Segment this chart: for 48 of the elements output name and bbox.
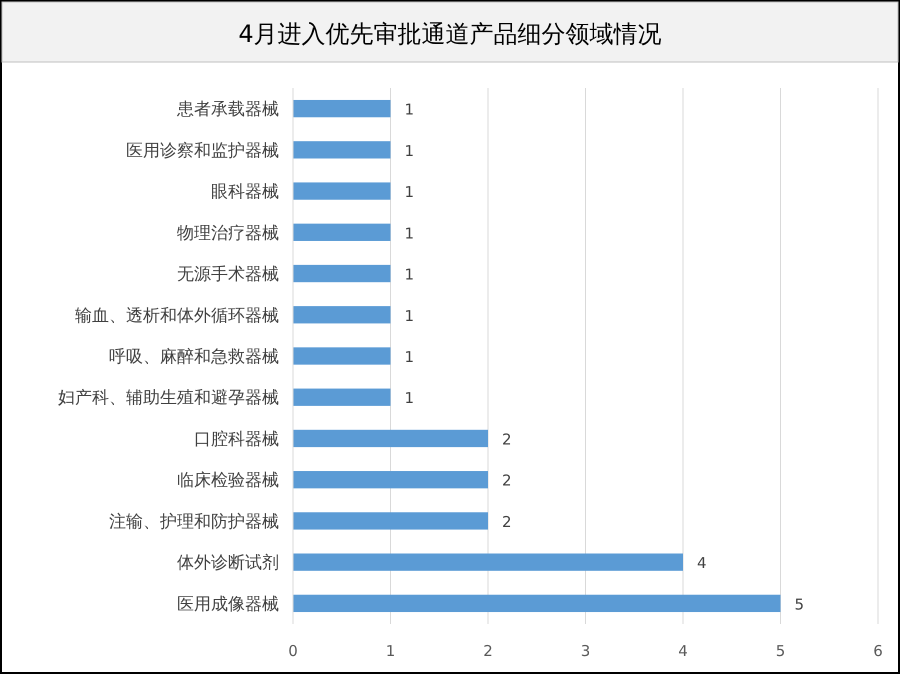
data-label: 1 xyxy=(404,266,414,284)
bar xyxy=(293,264,390,282)
x-tick-label: 1 xyxy=(386,642,396,660)
y-tick-label: 物理治疗器械 xyxy=(177,223,279,244)
y-tick-label: 患者承载器械 xyxy=(176,100,279,120)
bar xyxy=(293,430,488,448)
x-tick-label: 0 xyxy=(288,642,298,660)
bar xyxy=(293,224,390,241)
y-tick-label: 体外诊断试剂 xyxy=(177,553,279,574)
bar xyxy=(293,141,390,159)
data-label: 1 xyxy=(404,306,414,325)
data-label: 1 xyxy=(404,100,414,119)
data-label: 4 xyxy=(697,554,707,572)
data-label: 2 xyxy=(502,512,512,531)
y-tick-label: 妇产科、辅助生殖和避孕器械 xyxy=(58,388,279,408)
data-label: 1 xyxy=(404,389,414,408)
bar xyxy=(293,512,488,530)
x-tick-label: 3 xyxy=(580,642,590,660)
x-tick-label: 6 xyxy=(873,642,883,660)
bar xyxy=(293,594,780,612)
y-tick-label: 输血、透析和体外循环器械 xyxy=(75,306,279,326)
bar xyxy=(293,182,390,200)
title: 4月进入优先审批通道产品细分领域情况 xyxy=(238,20,662,48)
bar xyxy=(293,306,390,324)
y-tick-label: 医用诊察和监护器械 xyxy=(126,140,279,161)
x-tick-label: 4 xyxy=(678,642,688,660)
y-tick-label: 注输、护理和防护器械 xyxy=(109,512,279,532)
plot: 0 1 2 3 4 5 6 患者承载器械 1 医用诊察和监护器械 1 眼科器械 1 物理治疗器械 1 无源手术器械 1 输血、透析和体外循环器械 1 呼吸、麻醉和急救器械 1 妇产科、辅助生殖和避孕器械 1 口腔科器械 2 临床检验器械 2 注输、护理和防护器械 2 体外诊断试剂 4 医用成像器械 5 xyxy=(58,88,883,660)
bar xyxy=(293,553,683,571)
x-tick-label: 2 xyxy=(483,642,493,660)
bar xyxy=(293,100,390,118)
y-tick-label: 口腔科器械 xyxy=(194,429,279,450)
bar xyxy=(293,347,390,365)
y-tick-label: 无源手术器械 xyxy=(177,264,279,285)
y-tick-label: 眼科器械 xyxy=(211,182,279,202)
data-label: 1 xyxy=(404,224,414,242)
bar xyxy=(293,471,488,488)
data-label: 1 xyxy=(404,142,414,160)
data-label: 1 xyxy=(404,348,414,366)
data-label: 5 xyxy=(794,595,804,614)
data-label: 2 xyxy=(502,430,512,448)
data-label: 2 xyxy=(502,472,512,490)
y-tick-label: 临床检验器械 xyxy=(177,470,279,491)
x-tick-label: 5 xyxy=(776,642,786,660)
y-tick-label: 呼吸、麻醉和急救器械 xyxy=(109,347,279,367)
bar xyxy=(293,388,390,406)
y-tick-label: 医用成像器械 xyxy=(177,594,279,614)
data-label: 1 xyxy=(404,183,414,202)
